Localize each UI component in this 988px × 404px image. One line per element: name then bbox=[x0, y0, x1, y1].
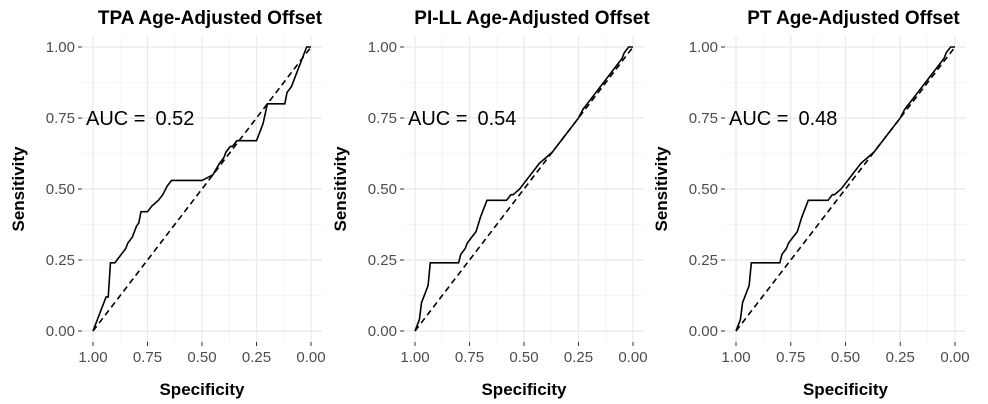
auc-value: 0.54 bbox=[477, 108, 516, 130]
roc-curve bbox=[414, 46, 633, 332]
y-axis-title: Sensitivity bbox=[9, 146, 28, 232]
auc-annotation: AUC = 0.52 bbox=[86, 108, 194, 130]
roc-curve bbox=[92, 46, 311, 332]
x-axis-title: Specificity bbox=[481, 380, 567, 399]
y-tick-label: 0.25 bbox=[689, 252, 718, 269]
roc-panel-1: 0.00 0.25 0.50 0.75 1.00 1.00 0.75 0.50 0.25 0.00… bbox=[9, 8, 326, 399]
x-tick-label: 0.75 bbox=[455, 349, 484, 366]
chart-title: TPA Age-Adjusted Offset bbox=[98, 8, 323, 29]
y-tick-label: 0.50 bbox=[46, 181, 75, 198]
x-tick-label: 1.00 bbox=[721, 349, 750, 366]
x-tick-label: 0.25 bbox=[886, 349, 915, 366]
auc-value: 0.52 bbox=[155, 108, 194, 130]
auc-annotation: AUC = 0.54 bbox=[408, 108, 516, 130]
x-tick-label: 0.00 bbox=[296, 349, 325, 366]
roc-panel-3: 0.00 0.25 0.50 0.75 1.00 1.00 0.75 0.50 0.25 0.00… bbox=[652, 8, 970, 399]
y-axis-title: Sensitivity bbox=[331, 146, 350, 232]
y-tick-label: 0.00 bbox=[46, 323, 75, 340]
auc-annotation: AUC = 0.48 bbox=[729, 108, 837, 130]
x-tick-label: 0.00 bbox=[940, 349, 969, 366]
x-axis-title: Specificity bbox=[803, 380, 889, 399]
roc-panel-2: 0.00 0.25 0.50 0.75 1.00 1.00 0.75 0.50 0.25 0.00… bbox=[331, 8, 650, 399]
y-tick-label: 1.00 bbox=[46, 39, 75, 56]
x-tick-label: 0.25 bbox=[242, 349, 271, 366]
y-tick-label: 0.75 bbox=[368, 110, 397, 127]
y-tick-label: 0.50 bbox=[689, 181, 718, 198]
y-tick-label: 1.00 bbox=[689, 39, 718, 56]
x-tick-label: 0.75 bbox=[776, 349, 805, 366]
x-tick-label: 0.75 bbox=[133, 349, 162, 366]
x-tick-label: 0.50 bbox=[831, 349, 860, 366]
y-tick-label: 0.25 bbox=[368, 252, 397, 269]
chart-title: PT Age-Adjusted Offset bbox=[747, 8, 960, 29]
x-tick-label: 0.25 bbox=[564, 349, 593, 366]
y-tick-label: 0.50 bbox=[368, 181, 397, 198]
auc-value: 0.48 bbox=[798, 108, 837, 130]
x-tick-label: 0.00 bbox=[618, 349, 647, 366]
x-tick-label: 1.00 bbox=[78, 349, 107, 366]
x-axis-title: Specificity bbox=[159, 380, 245, 399]
x-tick-label: 0.50 bbox=[187, 349, 216, 366]
auc-label: AUC = bbox=[86, 108, 145, 130]
auc-label: AUC = bbox=[408, 108, 467, 130]
y-tick-label: 0.75 bbox=[689, 110, 718, 127]
x-tick-label: 1.00 bbox=[400, 349, 429, 366]
chart-title: PI-LL Age-Adjusted Offset bbox=[414, 8, 650, 29]
y-tick-label: 0.00 bbox=[689, 323, 718, 340]
x-tick-label: 0.50 bbox=[509, 349, 538, 366]
y-tick-label: 0.25 bbox=[46, 252, 75, 269]
auc-label: AUC = bbox=[729, 108, 788, 130]
y-axis-title: Sensitivity bbox=[652, 146, 671, 232]
y-tick-label: 0.75 bbox=[46, 110, 75, 127]
roc-curve bbox=[735, 46, 955, 332]
y-tick-label: 1.00 bbox=[368, 39, 397, 56]
y-tick-label: 0.00 bbox=[368, 323, 397, 340]
